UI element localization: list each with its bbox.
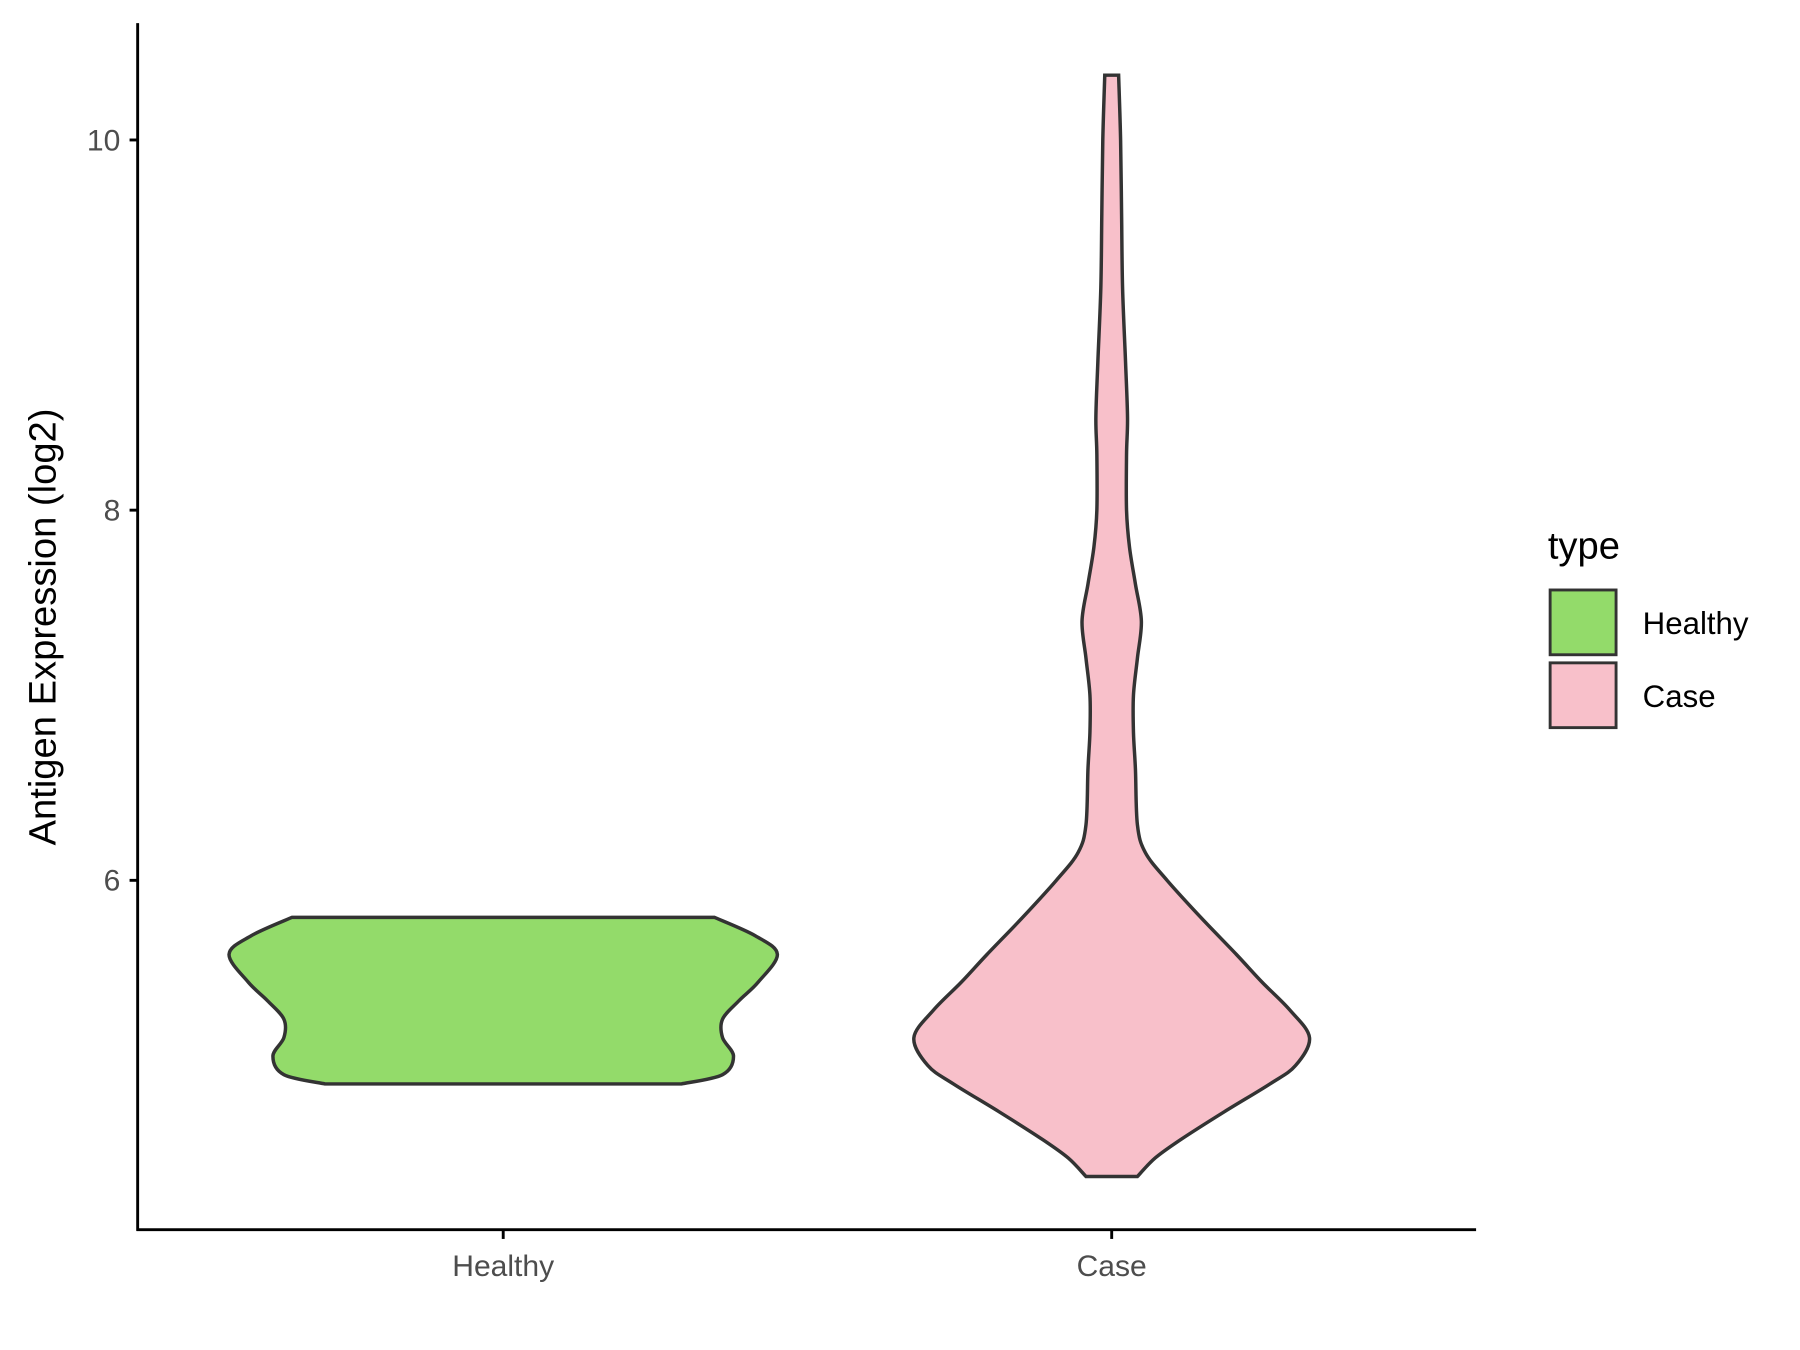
legend-title: type bbox=[1548, 525, 1620, 568]
y-tick-label: 6 bbox=[104, 865, 121, 898]
violins bbox=[227, 73, 1312, 1179]
y-ticks: 6 8 10 bbox=[87, 124, 138, 898]
violin-healthy bbox=[227, 915, 780, 1086]
legend-label-case: Case bbox=[1643, 679, 1716, 714]
x-tick-label-case: Case bbox=[1077, 1250, 1147, 1283]
x-ticks: Healthy Case bbox=[452, 1229, 1147, 1283]
y-tick-label: 10 bbox=[87, 124, 120, 157]
legend-key-healthy bbox=[1548, 588, 1618, 657]
legend: type Healthy Case bbox=[1548, 525, 1749, 730]
y-tick-label: 8 bbox=[104, 495, 121, 528]
violin-case bbox=[912, 73, 1312, 1179]
x-tick-label-healthy: Healthy bbox=[452, 1250, 554, 1283]
y-axis-title: Antigen Expression (log2) bbox=[22, 409, 65, 846]
legend-label-healthy: Healthy bbox=[1643, 606, 1749, 641]
legend-key-case bbox=[1548, 661, 1618, 730]
